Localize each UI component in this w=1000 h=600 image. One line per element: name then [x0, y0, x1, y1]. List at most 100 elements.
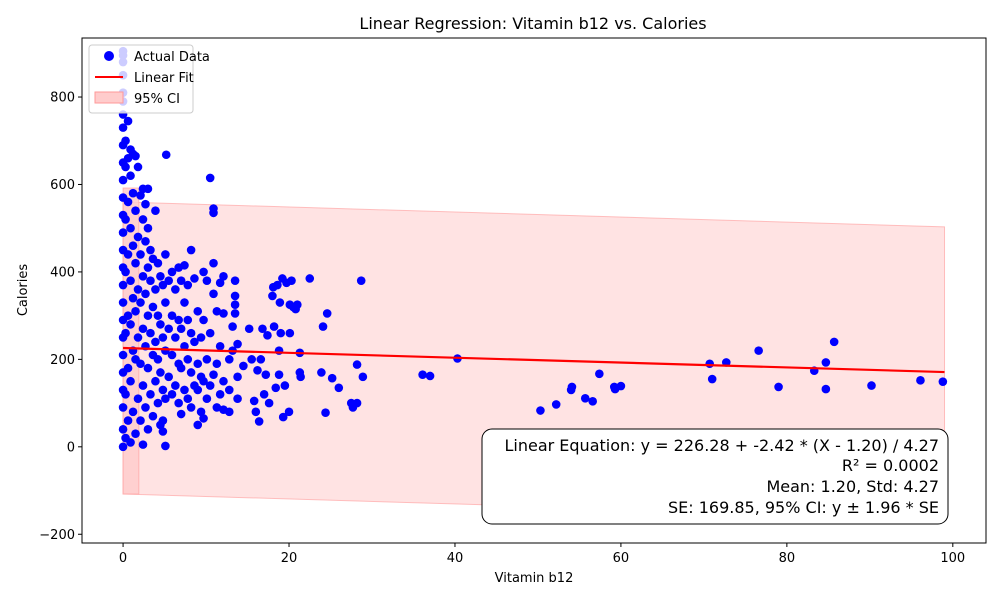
data-point [219, 376, 228, 386]
data-point [141, 403, 150, 412]
data-point [156, 320, 165, 329]
data-point [224, 407, 234, 417]
data-point [219, 309, 228, 318]
x-axis-ticks: 0 20 40 60 80 100 [119, 543, 965, 566]
data-point [536, 406, 545, 415]
data-point [205, 173, 215, 183]
data-point [215, 278, 225, 288]
data-point [156, 368, 165, 377]
data-point [285, 328, 295, 338]
data-point [158, 416, 168, 425]
data-point [164, 276, 174, 285]
data-point [123, 197, 133, 207]
y-tick-label: 600 [50, 178, 75, 193]
data-point [867, 381, 876, 390]
data-point [215, 390, 225, 399]
data-point [138, 324, 148, 334]
data-point [148, 302, 158, 312]
data-point [174, 315, 183, 325]
data-point [143, 425, 153, 434]
data-point [296, 372, 305, 382]
data-point [186, 368, 196, 377]
data-point [567, 382, 577, 392]
data-point [356, 276, 366, 285]
data-point [284, 407, 294, 417]
data-point [158, 427, 168, 436]
legend-marker-actual-data [104, 51, 114, 61]
chart-title: Linear Regression: Vitamin b12 vs. Calor… [359, 14, 706, 33]
data-point [274, 370, 284, 379]
data-point [230, 309, 240, 318]
data-point [136, 298, 145, 307]
data-point [183, 394, 193, 404]
data-point [228, 322, 237, 331]
data-point [146, 390, 155, 399]
data-point [186, 245, 196, 255]
data-point [167, 390, 177, 399]
data-point [136, 416, 145, 425]
data-point [161, 150, 171, 160]
data-point [261, 370, 271, 379]
data-point [153, 258, 163, 268]
data-point [425, 371, 435, 381]
data-point [322, 309, 332, 318]
data-point [118, 175, 128, 185]
y-tick-label: 400 [50, 265, 75, 280]
data-point [199, 414, 208, 423]
legend-label-ci: 95% CI [134, 92, 180, 107]
data-point [121, 390, 130, 399]
data-point [126, 171, 135, 181]
data-point [161, 394, 170, 404]
data-point [707, 374, 717, 384]
legend-label-linear-fit: Linear Fit [134, 71, 194, 86]
data-point [138, 271, 148, 281]
data-point [247, 355, 256, 364]
regression-annotation-box: Linear Equation: y = 226.28 + -2.42 * (X… [481, 428, 949, 525]
x-tick-label: 20 [281, 551, 298, 566]
data-point [123, 363, 133, 373]
data-point [352, 398, 362, 408]
data-point [133, 162, 143, 172]
data-point [334, 383, 344, 393]
data-point [161, 250, 170, 259]
data-point [158, 385, 168, 395]
data-point [249, 396, 259, 406]
data-point [202, 276, 212, 285]
data-point [273, 280, 282, 290]
annotation-equation: Linear Equation: y = 226.28 + -2.42 * (X… [504, 436, 939, 455]
data-point [151, 337, 160, 347]
data-point [276, 328, 286, 338]
data-point [280, 381, 290, 390]
data-point [176, 363, 186, 373]
annotation-mean-std: Mean: 1.20, Std: 4.27 [766, 477, 939, 496]
data-point [118, 442, 128, 452]
data-point [595, 369, 604, 379]
data-point [121, 215, 130, 224]
data-point [123, 250, 133, 259]
data-point [305, 274, 315, 283]
plot-frame [81, 37, 987, 544]
data-point [158, 333, 168, 342]
data-point [199, 267, 208, 277]
data-point [186, 403, 196, 412]
data-point [128, 407, 138, 417]
data-point [131, 306, 140, 316]
data-point [209, 289, 218, 299]
data-point [126, 438, 135, 447]
data-point [131, 258, 140, 268]
data-point [118, 298, 128, 307]
data-point [141, 237, 150, 246]
data-point [230, 300, 240, 310]
data-point [239, 361, 248, 371]
data-point [186, 328, 196, 338]
data-point [580, 393, 590, 403]
data-point [196, 333, 206, 342]
data-point [128, 188, 138, 198]
data-point [131, 151, 140, 161]
y-tick-label: −200 [39, 528, 75, 543]
data-point [167, 350, 177, 360]
data-point [821, 358, 831, 367]
data-point [136, 359, 145, 369]
data-point [705, 359, 714, 369]
data-point [176, 276, 186, 285]
